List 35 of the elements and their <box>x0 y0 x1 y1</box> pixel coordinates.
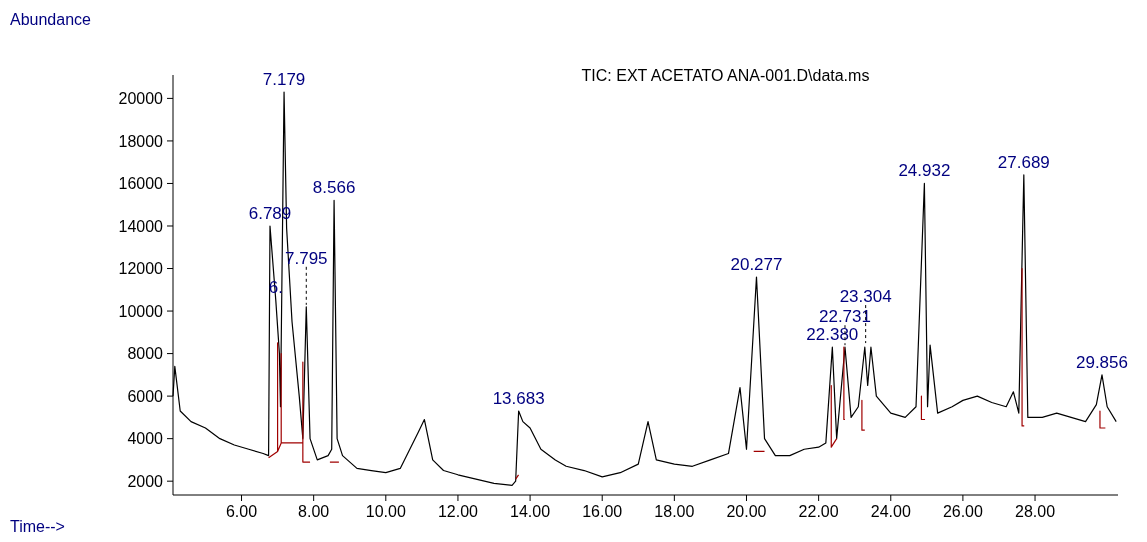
y-tick-label: 14000 <box>118 217 164 235</box>
y-axis-title: Abundance <box>10 11 92 28</box>
annotation: 23.304 <box>839 287 892 307</box>
y-tick-label: 4000 <box>127 430 164 448</box>
x-tick-label: 28.00 <box>1015 503 1056 520</box>
annotation: 24.932 <box>898 161 951 181</box>
annotation: 22.731 <box>819 307 871 327</box>
x-tick-label: 14.00 <box>510 503 551 520</box>
annotation: 27.689 <box>997 152 1050 172</box>
annotation: 7.179 <box>262 70 306 90</box>
x-tick-label: 26.00 <box>942 503 984 520</box>
y-tick-label: 2000 <box>127 472 164 490</box>
x-tick-label: 10.00 <box>365 503 406 520</box>
x-axis-title: Time--> <box>10 518 65 535</box>
x-tick-label: 6.00 <box>225 503 258 520</box>
x-tick-label: 24.00 <box>870 503 911 520</box>
y-tick-label: 8000 <box>127 345 164 363</box>
annotation: 22.380 <box>806 325 859 345</box>
y-tick-label: 20000 <box>118 89 164 107</box>
annotation: 20.277 <box>730 255 783 275</box>
chart-title: TIC: EXT ACETATO ANA-001.D\data.ms <box>581 67 870 84</box>
x-tick-label: 22.00 <box>798 503 839 520</box>
annotation: 29.856 <box>1075 352 1128 372</box>
y-tick-label: 16000 <box>118 175 164 193</box>
x-tick-label: 20.00 <box>726 503 767 520</box>
annotation: 8.566 <box>312 178 356 198</box>
x-tick-label: 12.00 <box>437 503 479 520</box>
y-tick-label: 12000 <box>118 260 164 278</box>
y-tick-label: 18000 <box>118 132 164 150</box>
x-tick-label: 8.00 <box>298 503 330 520</box>
annotation: 13.683 <box>492 389 545 408</box>
x-tick-label: 18.00 <box>654 503 695 520</box>
y-tick-label: 6000 <box>127 387 164 405</box>
y-tick-label: 10000 <box>118 302 164 320</box>
x-tick-label: 16.00 <box>582 503 623 520</box>
